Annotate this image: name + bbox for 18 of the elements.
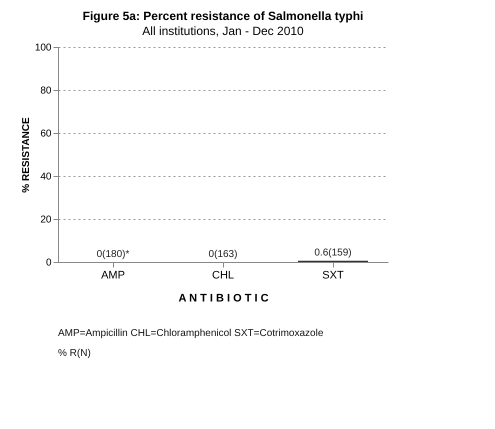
x-tick-label: SXT: [322, 270, 344, 282]
data-label: 0.6(159): [314, 248, 352, 259]
text: % R(N): [58, 348, 91, 359]
data-label: 0(180)*: [96, 249, 130, 260]
y-tick-label: 0: [46, 258, 52, 268]
y-tick-label: 40: [40, 172, 52, 182]
x-tick-label: CHL: [212, 270, 234, 282]
data-label: 0(163): [208, 249, 238, 260]
chart-title: Figure 5a: Percent resistance of Salmonella typhi: [82, 9, 364, 23]
y-tick-label: 60: [40, 128, 52, 140]
y-axis-title: % RESISTANCE: [20, 116, 32, 193]
y-tick-label: 100: [34, 42, 52, 54]
text: AMP=Ampicillin CHL=Chloramphenicol SXT=Cotrimoxazole: [58, 328, 324, 339]
y-tick-label: 80: [40, 86, 52, 96]
x-axis-title: A N T I B I O T I C: [178, 292, 269, 304]
chart-subtitle: All institutions, Jan - Dec 2010: [142, 24, 304, 38]
y-tick-label: 20: [40, 214, 52, 226]
x-tick-label: AMP: [101, 270, 125, 282]
